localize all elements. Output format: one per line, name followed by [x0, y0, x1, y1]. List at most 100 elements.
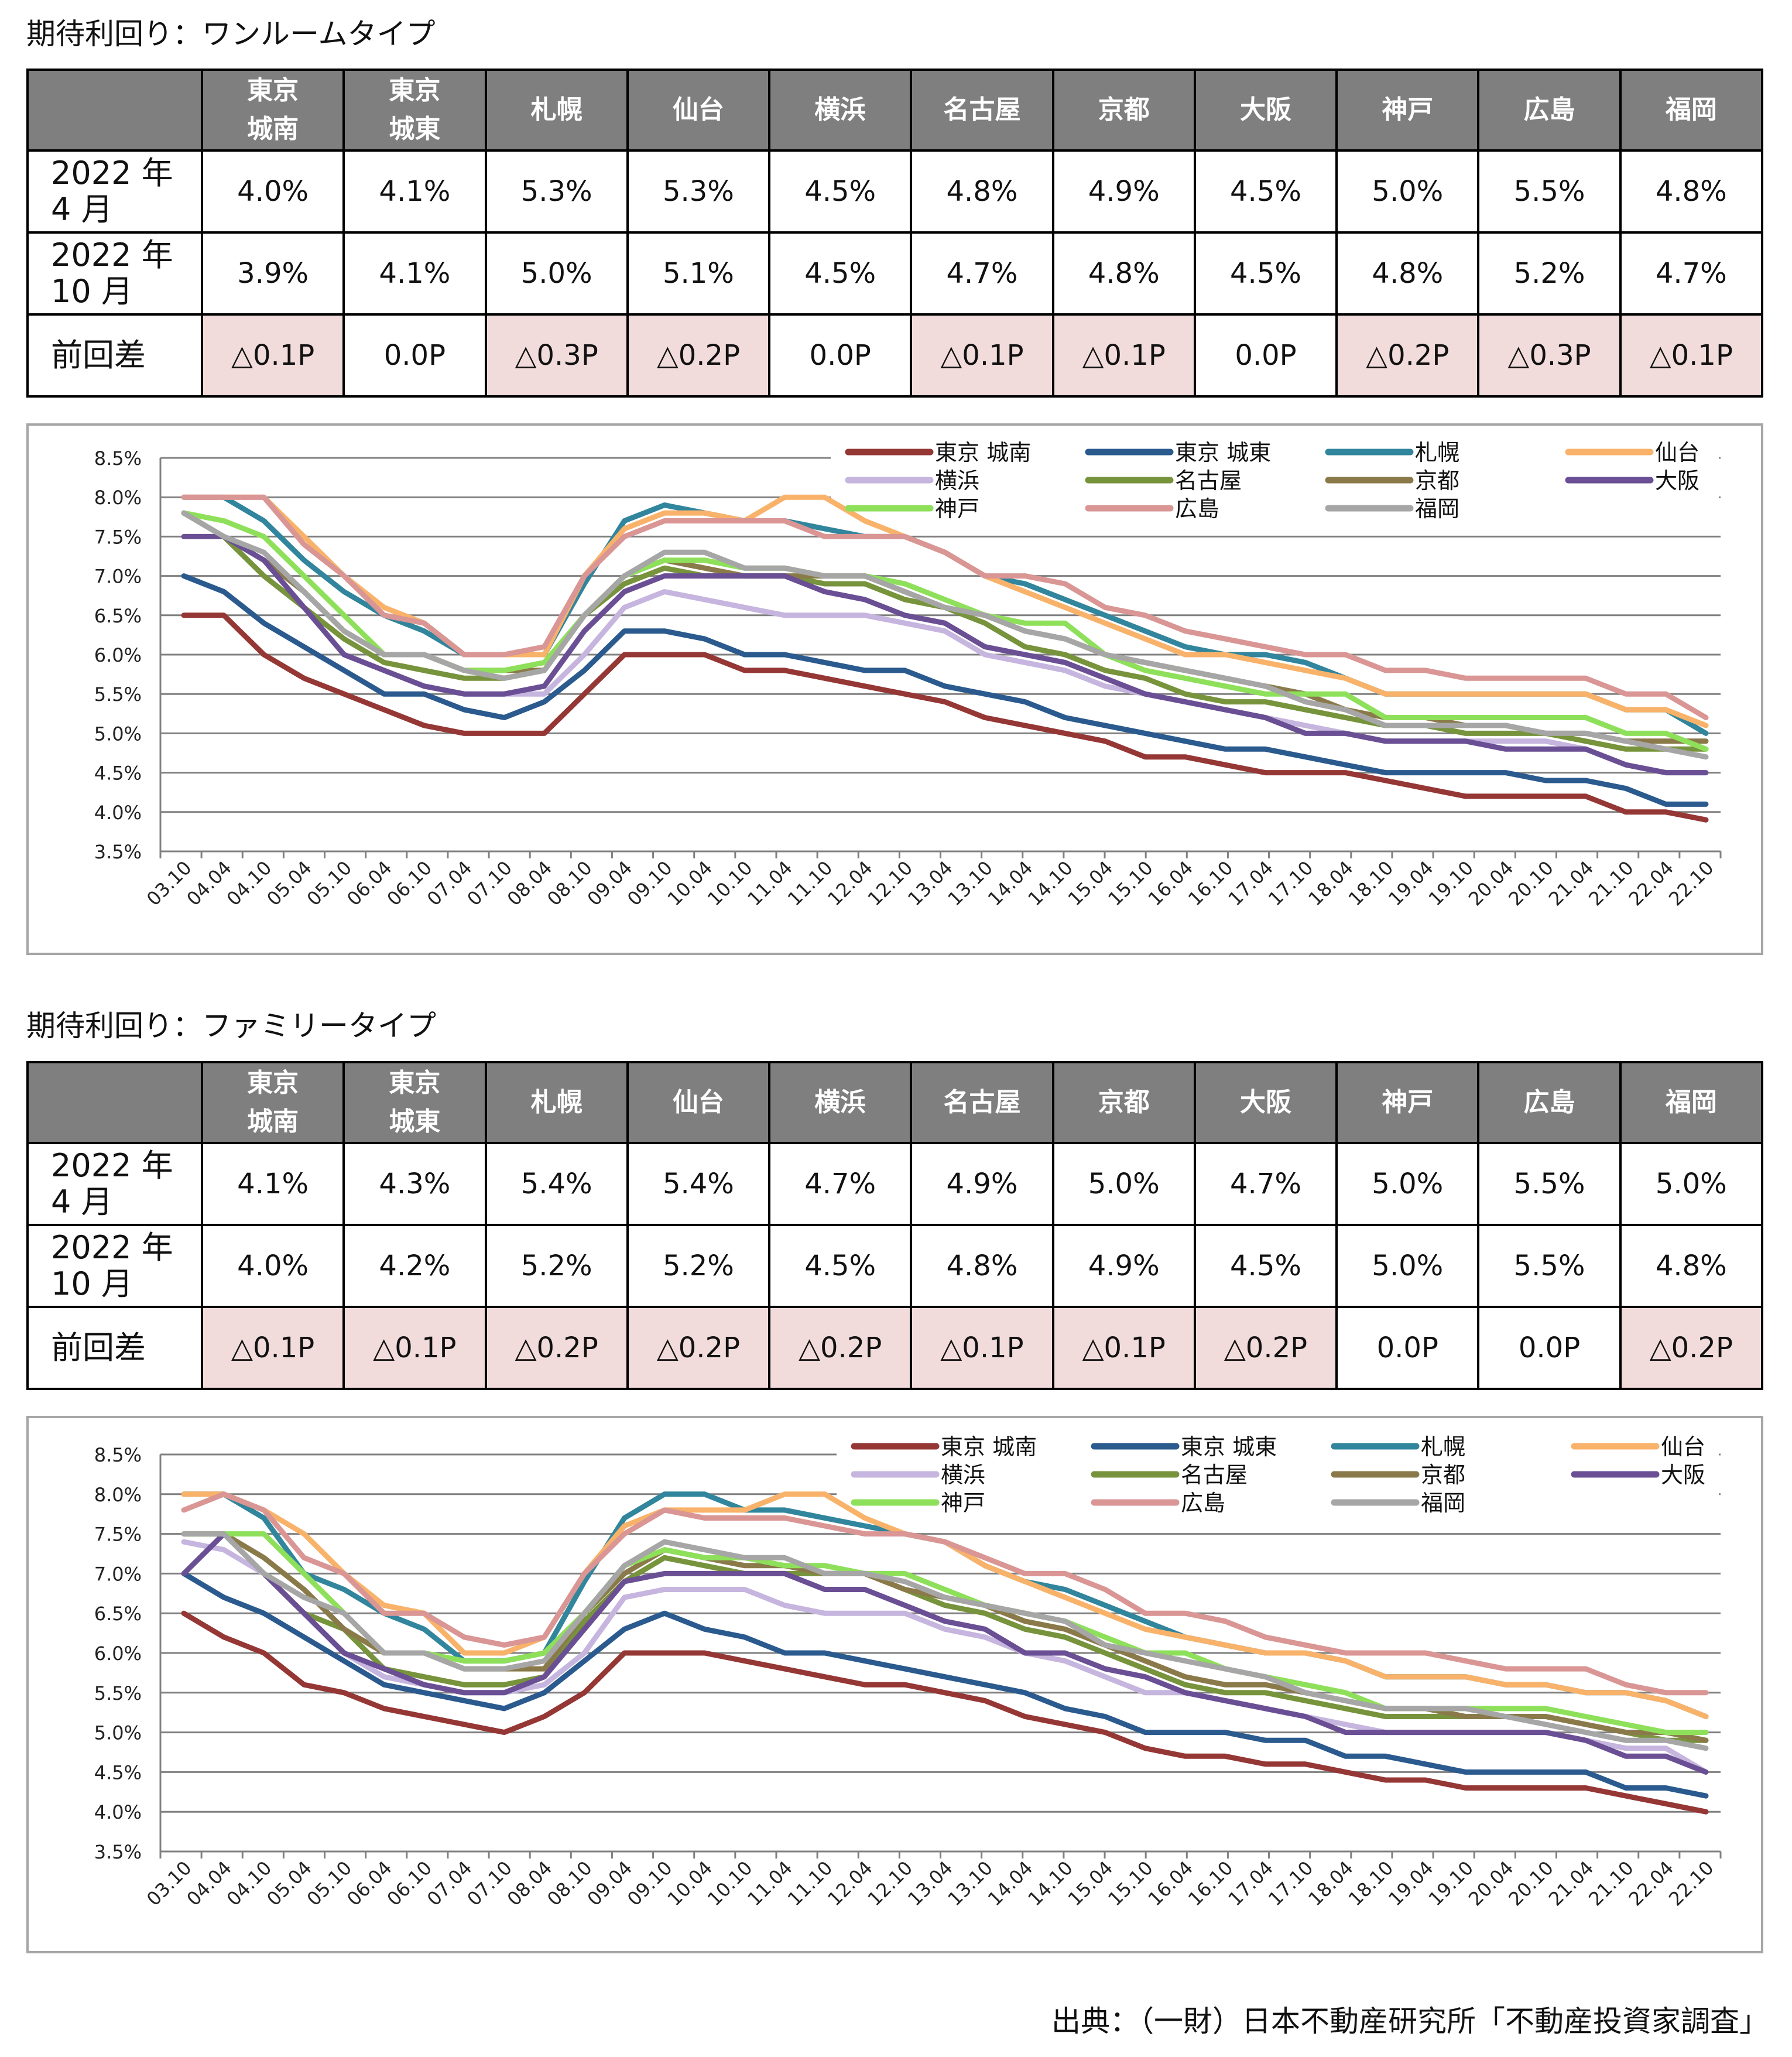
- diff-cell: 0.0P: [1193, 313, 1338, 398]
- y-tick-label: 4.5%: [94, 1761, 142, 1784]
- x-tick-label: 16.04: [1144, 857, 1198, 911]
- diff-cell: △0.1P: [1051, 313, 1196, 398]
- cell: 4.8%: [1619, 149, 1764, 234]
- x-tick-label: 12.04: [823, 1857, 877, 1911]
- header-col-5: 横浜: [768, 69, 913, 152]
- legend-label: 広島: [1181, 1490, 1225, 1516]
- x-tick-label: 06.10: [383, 1857, 437, 1911]
- x-tick-label: 05.10: [303, 857, 357, 911]
- x-tick-label: 11.04: [743, 857, 797, 911]
- header-col-10: 広島: [1477, 1061, 1622, 1144]
- x-tick-label: 06.04: [342, 1857, 396, 1911]
- x-tick-label: 04.04: [182, 857, 236, 911]
- diff-cell: △0.3P: [484, 313, 629, 398]
- x-tick-label: 12.04: [823, 857, 877, 911]
- x-tick-label: 15.04: [1064, 857, 1118, 911]
- x-tick-label: 19.04: [1384, 1857, 1438, 1911]
- x-tick-label: 18.10: [1344, 1857, 1398, 1911]
- legend-label: 東京 城東: [1175, 440, 1271, 466]
- x-tick-label: 22.04: [1625, 1857, 1678, 1911]
- y-tick-label: 4.5%: [94, 762, 142, 785]
- legend-label: 神戸: [935, 496, 979, 522]
- x-tick-label: 09.10: [623, 857, 677, 911]
- table-header-row: 東京 城南 東京 城東 札幌 仙台 横浜 名古屋 京都 大阪 神戸 広島 福岡: [26, 69, 1764, 152]
- header-col-11: 福岡: [1619, 1061, 1764, 1144]
- source-note: 出典：（一財）日本不動産研究所「不動産投資家調査」: [1051, 2004, 1769, 2038]
- x-tick-label: 09.04: [583, 1857, 637, 1911]
- diff-cell: △0.2P: [768, 1306, 913, 1390]
- x-tick-label: 18.04: [1304, 857, 1358, 911]
- x-tick-label: 16.10: [1184, 857, 1238, 911]
- row-label-diff: 前回差: [26, 313, 203, 398]
- cell: 4.9%: [910, 1142, 1054, 1226]
- x-tick-label: 14.10: [1023, 857, 1077, 911]
- legend-label: 東京 城東: [1181, 1434, 1277, 1460]
- header-col-6: 名古屋: [910, 1061, 1054, 1144]
- legend-label: 京都: [1415, 468, 1459, 494]
- header-col-1: 東京 城南: [200, 1061, 345, 1144]
- cell: 4.9%: [1051, 1224, 1196, 1308]
- x-tick-label: 21.04: [1544, 1857, 1598, 1911]
- diff-cell: △0.2P: [1619, 1306, 1764, 1390]
- table-row-2022-10: 2022 年 10 月 4.0% 4.2% 5.2% 5.2% 4.5% 4.8%…: [26, 1224, 1764, 1308]
- x-tick-label: 07.04: [423, 1857, 477, 1911]
- cell: 5.2%: [626, 1224, 771, 1308]
- cell: 4.1%: [342, 149, 487, 234]
- diff-cell: △0.2P: [626, 313, 771, 398]
- x-tick-label: 22.10: [1664, 1857, 1718, 1911]
- x-tick-label: 11.10: [783, 1857, 837, 1911]
- x-tick-label: 22.10: [1664, 857, 1718, 911]
- x-tick-label: 20.04: [1464, 857, 1518, 911]
- legend-label: 福岡: [1415, 496, 1459, 522]
- row-label-2022-10: 2022 年 10 月: [26, 231, 203, 316]
- x-tick-label: 14.04: [984, 857, 1037, 911]
- row-label-2022-10: 2022 年 10 月: [26, 1224, 203, 1308]
- legend-label: 横浜: [941, 1462, 985, 1488]
- series-line-2: [181, 1570, 1709, 1799]
- header-col-9: 神戸: [1335, 1061, 1480, 1144]
- y-tick-label: 3.5%: [94, 1841, 142, 1863]
- x-tick-label: 08.10: [543, 857, 597, 911]
- header-col-5: 横浜: [768, 1061, 913, 1144]
- x-tick-label: 18.10: [1344, 857, 1398, 911]
- header-col-1: 東京 城南: [200, 69, 345, 152]
- cell: 4.9%: [1051, 149, 1196, 234]
- diff-cell: 0.0P: [1477, 1306, 1622, 1390]
- cell: 4.1%: [342, 231, 487, 316]
- chart-oneroom: 3.5% 4.0% 4.5% 5.0% 5.5% 6.0% 6.5% 7.0% 7.5% 8.0%…: [26, 423, 1763, 955]
- y-tick-label: 8.0%: [94, 487, 142, 509]
- y-tick-label: 6.0%: [94, 1642, 142, 1665]
- series-line-11: [181, 1531, 1709, 1751]
- legend-label: 大阪: [1661, 1462, 1705, 1488]
- chart-svg-oneroom: 3.5% 4.0% 4.5% 5.0% 5.5% 6.0% 6.5% 7.0% 7.5% 8.0%…: [94, 427, 1722, 911]
- cell: 5.0%: [1619, 1142, 1764, 1226]
- x-tick-label: 08.10: [543, 1857, 597, 1911]
- x-tick-label: 13.10: [943, 1857, 997, 1911]
- cell: 4.5%: [768, 1224, 913, 1308]
- section-title-family: 期待利回り：ファミリータイプ: [26, 1009, 436, 1043]
- cell: 5.0%: [1335, 1224, 1480, 1308]
- diff-cell: △0.1P: [200, 1306, 345, 1390]
- header-col-11: 福岡: [1619, 69, 1764, 152]
- x-tick-label: 08.04: [503, 1857, 557, 1911]
- series-line-1: [181, 612, 1709, 823]
- x-tick-label: 09.04: [583, 857, 637, 911]
- cell: 4.3%: [342, 1142, 487, 1226]
- y-tick-label: 8.5%: [94, 447, 142, 470]
- cell: 5.0%: [484, 231, 629, 316]
- x-tick-label: 10.10: [703, 857, 757, 911]
- table-row-diff: 前回差 △0.1P 0.0P △0.3P △0.2P 0.0P △0.1P △0…: [26, 313, 1764, 398]
- x-tick-label: 13.10: [943, 857, 997, 911]
- cell: 4.7%: [1193, 1142, 1338, 1226]
- cell: 5.1%: [626, 231, 771, 316]
- y-tick-label: 8.0%: [94, 1484, 142, 1506]
- cell: 5.5%: [1477, 1142, 1622, 1226]
- x-tick-label: 21.10: [1584, 857, 1638, 911]
- x-tick-label: 17.04: [1224, 1857, 1277, 1911]
- x-tick-label: 15.10: [1104, 857, 1157, 911]
- x-tick-label: 17.04: [1224, 857, 1277, 911]
- series-line-8: [181, 1531, 1709, 1775]
- x-tick-label: 22.04: [1625, 857, 1678, 911]
- cell: 5.2%: [1477, 231, 1622, 316]
